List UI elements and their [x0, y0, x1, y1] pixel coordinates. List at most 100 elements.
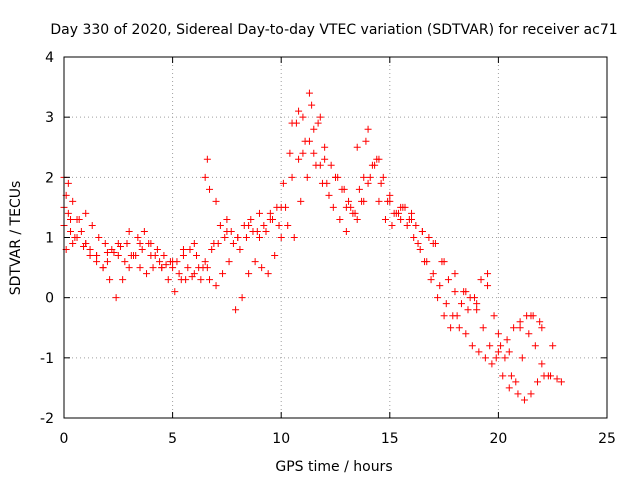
data-point: [310, 149, 318, 157]
data-point: [64, 209, 72, 217]
data-point: [434, 294, 442, 302]
data-point: [375, 197, 383, 205]
data-point: [507, 372, 515, 380]
data-point: [453, 312, 461, 320]
data-point: [533, 378, 541, 386]
data-point: [179, 246, 187, 254]
data-point: [366, 173, 374, 181]
data-point: [353, 143, 361, 151]
data-point: [429, 270, 437, 278]
data-point: [520, 396, 528, 404]
data-point: [386, 191, 394, 199]
data-point: [440, 258, 448, 266]
data-point: [492, 354, 500, 362]
data-point: [216, 221, 224, 229]
data-point: [536, 318, 544, 326]
data-point: [484, 282, 492, 290]
data-point: [149, 264, 157, 272]
data-point: [421, 258, 429, 266]
data-point: [349, 209, 357, 217]
data-point: [386, 197, 394, 205]
data-point: [123, 240, 131, 248]
data-point: [425, 234, 433, 241]
data-point: [388, 221, 396, 229]
data-point: [223, 215, 231, 223]
data-point: [499, 372, 507, 380]
data-point: [314, 119, 322, 127]
data-point: [490, 312, 498, 320]
data-point: [345, 197, 353, 205]
data-point: [247, 215, 255, 223]
data-point: [158, 264, 166, 272]
data-point: [112, 294, 120, 302]
data-point: [255, 234, 263, 241]
data-point: [362, 137, 370, 145]
data-point: [212, 282, 220, 290]
data-point: [321, 143, 329, 151]
data-point: [286, 149, 294, 157]
data-point: [342, 203, 350, 211]
data-point: [206, 185, 214, 193]
data-point: [251, 258, 259, 266]
data-point: [527, 390, 535, 398]
data-point: [481, 354, 489, 362]
data-point: [203, 155, 211, 163]
data-point: [143, 270, 151, 278]
data-point: [136, 240, 144, 248]
data-point: [255, 209, 263, 217]
data-point: [271, 252, 279, 260]
data-point: [557, 378, 565, 386]
data-point: [199, 264, 207, 272]
data-point: [468, 342, 476, 350]
data-point: [527, 312, 535, 320]
data-point: [86, 246, 94, 254]
data-point: [108, 246, 116, 254]
data-point: [544, 372, 552, 380]
data-point: [147, 252, 155, 260]
data-point: [462, 330, 470, 338]
data-point: [290, 234, 298, 241]
data-point: [156, 258, 164, 266]
data-point: [397, 215, 405, 223]
grid: [64, 57, 607, 418]
x-tick-label: 15: [381, 431, 399, 447]
data-point: [503, 336, 511, 344]
data-point: [553, 375, 561, 383]
data-point: [410, 234, 418, 241]
data-point: [379, 173, 387, 181]
data-point: [327, 161, 335, 169]
data-point: [451, 288, 459, 296]
data-point: [184, 264, 192, 272]
data-point: [308, 101, 316, 109]
data-point: [329, 203, 337, 211]
data-point: [368, 161, 376, 169]
data-point: [208, 246, 216, 254]
data-point: [264, 270, 272, 278]
data-point: [436, 282, 444, 290]
data-point: [140, 227, 148, 235]
data-point: [512, 378, 520, 386]
data-point: [321, 155, 329, 163]
data-point: [236, 246, 244, 254]
data-point: [127, 252, 135, 260]
data-point: [303, 173, 311, 181]
data-point: [67, 227, 75, 235]
data-point: [355, 185, 363, 193]
data-point: [147, 240, 155, 248]
data-point: [223, 227, 231, 235]
data-point: [494, 348, 502, 356]
data-point: [336, 215, 344, 223]
data-point: [134, 234, 142, 241]
data-point: [501, 354, 509, 362]
data-point: [95, 234, 103, 241]
data-point: [494, 330, 502, 338]
data-point: [201, 173, 209, 181]
data-point: [295, 107, 303, 115]
data-point: [197, 276, 205, 284]
series-track-c: [62, 137, 552, 392]
data-point: [316, 113, 324, 121]
data-point: [447, 324, 455, 332]
data-point: [486, 342, 494, 350]
data-point: [484, 270, 492, 278]
